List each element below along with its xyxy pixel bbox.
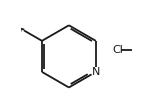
Text: Cl: Cl: [112, 45, 123, 55]
Text: N: N: [92, 67, 100, 77]
